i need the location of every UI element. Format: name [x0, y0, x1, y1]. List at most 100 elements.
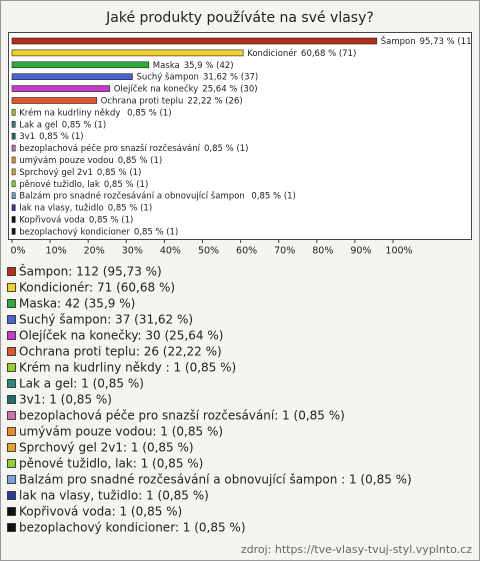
- bar-value-label: 0,85 % (1): [89, 215, 133, 225]
- bar-category: Šampon: [381, 35, 416, 47]
- bar-label: Kopřivová voda 0,85 % (1): [19, 215, 133, 225]
- bar-label: lak na vlasy, tužidlo 0,85 % (1): [19, 203, 152, 213]
- bar: [11, 132, 16, 140]
- legend-label: Suchý šampon: 37 (31,62 %): [19, 313, 193, 327]
- x-tick-label: 40%: [160, 246, 181, 257]
- bar: [11, 49, 244, 57]
- bar: [11, 97, 97, 104]
- bar-category: Lak a gel: [19, 120, 57, 130]
- legend-swatch: [7, 299, 16, 308]
- source: zdroj: https://tve-vlasy-tvuj-styl.vypln…: [241, 543, 472, 556]
- bar-category: Sprchový gel 2v1: [19, 167, 93, 177]
- bar-label: Balzám pro snadné rozčesávání a obnovují…: [19, 190, 296, 201]
- bar-category: Suchý šampon: [136, 71, 198, 82]
- legend-label: Šampon: 112 (95,73 %): [19, 264, 162, 279]
- legend-label: Maska: 42 (35,9 %): [19, 297, 135, 311]
- bar-value-label: 95,73 % (112): [420, 37, 480, 47]
- bar-label: bezoplachová péče pro snazší rozčesávání…: [19, 143, 248, 154]
- x-tick-label: 90%: [350, 246, 371, 257]
- bar-label: Šampon 95,73 % (112): [381, 35, 480, 47]
- legend-label: pěnové tužidlo, lak: 1 (0,85 %): [19, 457, 203, 471]
- legend-swatch: [7, 315, 16, 324]
- bar-category: umývám pouze vodou: [19, 156, 114, 166]
- legend-label: lak na vlasy, tužidlo: 1 (0,85 %): [19, 489, 209, 503]
- x-tick-label: 0%: [10, 246, 25, 257]
- legend-swatch: [7, 523, 16, 532]
- bar: [11, 180, 16, 188]
- legend-swatch: [7, 411, 16, 420]
- bar: [11, 85, 110, 92]
- bar-category: bezoplachový kondicioner: [19, 227, 130, 237]
- bar: [11, 144, 16, 152]
- bar: [11, 121, 16, 128]
- bar-label: Kondicionér 60,68 % (71): [247, 47, 356, 58]
- legend-swatch: [7, 491, 16, 500]
- bar-category: Ochrana proti teplu: [101, 96, 184, 106]
- bar-value-label: 0,85 % (1): [97, 167, 141, 177]
- x-tick-label: 100%: [385, 246, 412, 257]
- bar-category: Kopřivová voda: [19, 215, 85, 225]
- legend-label: Kondicionér: 71 (60,68 %): [19, 281, 175, 295]
- bar-value-label: 35,9 % (42): [184, 60, 234, 70]
- legend-swatch: [7, 507, 16, 516]
- legend-label: Balzám pro snadné rozčesávání a obnovují…: [19, 473, 412, 487]
- legend-swatch: [7, 395, 16, 404]
- x-tick-label: 20%: [84, 246, 105, 257]
- x-tick-label: 70%: [274, 246, 295, 257]
- bar: [11, 216, 16, 223]
- bar-label: bezoplachový kondicioner 0,85 % (1): [19, 227, 178, 237]
- legend-label: 3v1: 1 (0,85 %): [19, 393, 112, 407]
- legend-label: Ochrana proti teplu: 26 (22,22 %): [19, 345, 222, 359]
- legend-swatch: [7, 331, 16, 340]
- bar: [11, 228, 16, 235]
- legend-label: Krém na kudrliny někdy : 1 (0,85 %): [19, 361, 236, 375]
- chart-title: Jaké produkty používáte na své vlasy?: [105, 10, 374, 26]
- legend-swatch: [7, 443, 16, 452]
- bar: [11, 192, 16, 199]
- bar: [11, 61, 150, 69]
- bar-category: Balzám pro snadné rozčesávání a obnovují…: [19, 190, 247, 201]
- bar-value-label: 0,85 % (1): [127, 108, 171, 118]
- bar-label: Sprchový gel 2v1 0,85 % (1): [19, 167, 141, 177]
- bar: [11, 168, 16, 176]
- legend-label: Sprchový gel 2v1: 1 (0,85 %): [19, 441, 194, 455]
- bar-value-label: 60,68 % (71): [301, 48, 356, 58]
- bar-category: 3v1: [19, 132, 35, 142]
- bar-label: Krém na kudrliny někdy 0,85 % (1): [19, 107, 171, 118]
- bar-value-label: 0,85 % (1): [62, 120, 106, 130]
- bar-label: umývám pouze vodou 0,85 % (1): [19, 156, 162, 166]
- legend-swatch: [7, 427, 16, 436]
- bar-category: Kondicionér: [247, 47, 297, 58]
- bar: [11, 109, 16, 116]
- bar-value-label: 25,64 % (30): [202, 84, 257, 94]
- bar-category: lak na vlasy, tužidlo: [19, 203, 103, 213]
- bar-category: bezoplachová péče pro snazší rozčesávání: [19, 143, 200, 154]
- bar-category: Krém na kudrliny někdy: [19, 107, 123, 118]
- legend-label: umývám pouze vodou: 1 (0,85 %): [19, 425, 223, 439]
- bar-value-label: 0,85 % (1): [204, 144, 248, 154]
- bar-value-label: 0,85 % (1): [39, 132, 83, 142]
- bar-label: Maska 35,9 % (42): [153, 60, 234, 70]
- legend-swatch: [7, 267, 16, 276]
- bar-label: Suchý šampon 31,62 % (37): [136, 71, 258, 82]
- legend-label: bezoplachový kondicioner: 1 (0,85 %): [19, 521, 246, 535]
- bar-label: 3v1 0,85 % (1): [19, 132, 83, 142]
- legend-swatch: [7, 379, 16, 388]
- x-tick-label: 10%: [46, 246, 67, 257]
- x-tick-label: 60%: [236, 246, 257, 257]
- legend-label: bezoplachová péče pro snazší rozčesávání…: [19, 409, 345, 423]
- bar: [11, 37, 378, 45]
- bar-label: Ochrana proti teplu 22,22 % (26): [101, 96, 243, 106]
- bar-category: Maska: [153, 60, 180, 70]
- legend-swatch: [7, 283, 16, 292]
- legend-label: Kopřivová voda: 1 (0,85 %): [19, 505, 182, 519]
- bar: [11, 204, 16, 211]
- bar-label: Olejíček na konečky 25,64 % (30): [114, 83, 258, 94]
- legend-swatch: [7, 347, 16, 356]
- bar-label: pěnové tužidlo, lak 0,85 % (1): [19, 178, 148, 189]
- x-tick-label: 80%: [312, 246, 333, 257]
- legend-label: Lak a gel: 1 (0,85 %): [19, 377, 144, 391]
- legend-swatch: [7, 363, 16, 372]
- x-tick-label: 50%: [198, 246, 219, 257]
